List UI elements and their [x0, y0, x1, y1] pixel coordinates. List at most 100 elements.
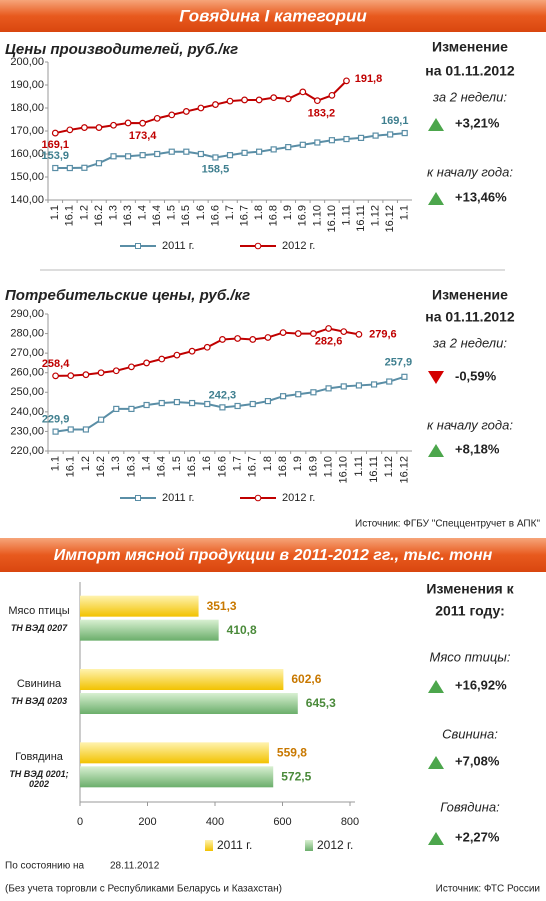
panel-label: Мясо птицы:	[430, 649, 511, 664]
bar	[80, 669, 284, 690]
point	[80, 124, 88, 131]
y-tick-label: 180,00	[10, 102, 44, 114]
category-code: ТН ВЭД 0207	[10, 622, 68, 633]
legend-label: 2012 г.	[282, 240, 315, 252]
data-label: 153,9	[42, 150, 70, 162]
panel-value: +13,46%	[455, 189, 507, 204]
y-tick-label: 170,00	[10, 125, 44, 137]
legend-label: 2012 г.	[282, 492, 315, 504]
point	[124, 153, 132, 160]
x-tick-label: 16.6	[209, 205, 221, 226]
x-tick-label: 600	[273, 816, 291, 828]
bar	[80, 766, 274, 788]
x-tick-label: 16.7	[247, 456, 259, 477]
data-label: 242,3	[209, 389, 237, 401]
point	[299, 88, 307, 96]
point	[204, 400, 211, 408]
point	[387, 131, 394, 138]
legend-marker	[254, 242, 262, 250]
point	[113, 405, 120, 413]
point	[328, 137, 336, 144]
point	[310, 389, 317, 396]
data-label: 645,3	[306, 696, 336, 710]
point	[299, 141, 306, 148]
category-label: Говядина ТН ВЭД 0201; 0202	[0, 751, 78, 789]
arrow-up	[428, 444, 444, 457]
legend-swatch	[205, 840, 213, 851]
x-tick-label: 16.12	[398, 456, 410, 484]
x-tick-label: 1.12	[370, 205, 382, 226]
category-code: ТН ВЭД 0203	[10, 696, 68, 706]
point	[51, 129, 59, 137]
data-label: 279,6	[369, 328, 397, 340]
x-tick-label: 1.9	[292, 456, 304, 471]
legend-swatch	[305, 840, 313, 851]
point	[188, 347, 196, 355]
point	[182, 108, 190, 115]
point	[95, 160, 103, 167]
bar	[80, 595, 199, 617]
arrow-up	[428, 756, 444, 769]
x-tick-label: 0	[77, 816, 83, 828]
x-tick-label: 16.9	[307, 456, 319, 477]
point	[52, 164, 59, 172]
data-label: 191,8	[355, 73, 383, 85]
point	[249, 336, 257, 343]
x-tick-label: 16.8	[268, 205, 280, 226]
category-label: Мясо птицы ТН ВЭД 0207	[0, 605, 78, 633]
point	[313, 97, 321, 105]
point	[66, 126, 74, 134]
point	[67, 372, 75, 380]
x-tick-label: 16.8	[277, 456, 289, 477]
point	[285, 144, 292, 151]
footnote: (Без учета торговли с Республиками Белар…	[5, 883, 282, 895]
panel-value: +7,08%	[455, 753, 500, 768]
data-label: 183,2	[308, 108, 336, 120]
point	[295, 391, 302, 398]
x-tick-label: 16.6	[216, 456, 228, 477]
point	[226, 97, 234, 105]
y-tick-label: 200,00	[10, 56, 44, 68]
point	[241, 149, 248, 156]
point	[124, 119, 132, 127]
point	[139, 152, 146, 159]
legend-label: 2012 г.	[317, 838, 353, 852]
x-tick-label: 1.3	[107, 205, 119, 220]
panel-heading: Изменение	[432, 39, 508, 55]
x-tick-label: 16.10	[338, 456, 350, 484]
point	[110, 153, 117, 160]
point	[279, 329, 287, 336]
point	[372, 132, 379, 139]
x-tick-label: 16.4	[156, 456, 168, 477]
x-tick-label: 1.5	[166, 205, 178, 220]
y-tick-label: 290,00	[10, 308, 44, 320]
source: Источник: ФТС России	[436, 884, 540, 895]
source: Источник: ФГБУ "Спеццентручет в АПК"	[355, 519, 540, 530]
arrow-up	[428, 680, 444, 693]
x-tick-label: 1.2	[78, 205, 90, 220]
panel-heading: Изменения к	[426, 581, 514, 597]
point	[370, 381, 378, 388]
point	[67, 426, 74, 433]
point	[219, 336, 226, 343]
point	[264, 397, 272, 405]
point	[82, 371, 90, 379]
point	[168, 148, 175, 155]
bar	[80, 619, 219, 641]
category-label: Свинина ТН ВЭД 0203	[0, 678, 78, 706]
x-tick-label: 1.12	[383, 456, 395, 477]
x-tick-label: 16.10	[326, 205, 338, 233]
point	[241, 96, 248, 104]
y-tick-label: 230,00	[10, 425, 44, 437]
arrow-up	[428, 118, 444, 131]
arrow-down	[428, 371, 444, 384]
point	[66, 164, 73, 172]
y-tick-label: 240,00	[10, 406, 44, 418]
banner	[0, 538, 546, 572]
point	[314, 139, 321, 146]
y-tick-label: 140,00	[10, 194, 44, 206]
arrow-up	[428, 192, 444, 205]
point	[183, 148, 190, 155]
point	[143, 401, 150, 409]
